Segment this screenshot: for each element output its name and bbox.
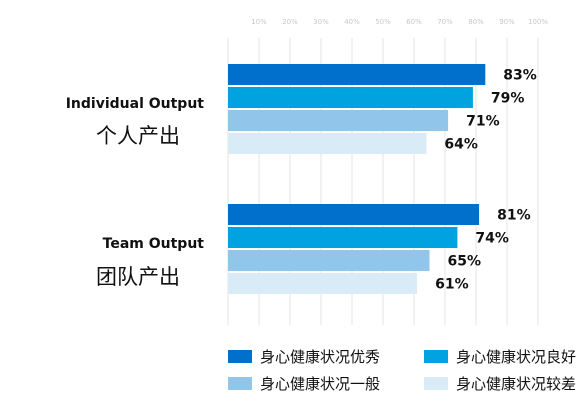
x-axis-ticks: 10% 20% 30% 40% 50% 60% 70% 80% 90% 100% — [251, 18, 548, 26]
bars — [228, 64, 486, 294]
category-label-en: Team Output — [103, 236, 205, 252]
bar — [228, 110, 449, 131]
x-tick-label: 60% — [406, 18, 422, 26]
legend-swatch — [228, 350, 252, 363]
data-label: 79% — [491, 91, 525, 107]
x-tick-label: 40% — [344, 18, 360, 26]
category-label-zh: 团队产出 — [96, 265, 180, 289]
category-label-en: Individual Output — [66, 96, 205, 112]
legend-label: 身心健康状况良好 — [456, 348, 576, 366]
data-label: 71% — [466, 114, 500, 130]
data-label: 64% — [444, 137, 478, 153]
data-label: 83% — [503, 68, 537, 84]
data-label: 81% — [497, 208, 531, 224]
legend-label: 身心健康状况优秀 — [260, 348, 380, 366]
data-label: 74% — [475, 231, 509, 247]
x-tick-label: 10% — [251, 18, 267, 26]
x-tick-label: 90% — [499, 18, 515, 26]
x-tick-label: 80% — [468, 18, 484, 26]
category-label-zh: 个人产出 — [96, 124, 180, 148]
data-label: 65% — [448, 254, 482, 270]
bar — [228, 273, 418, 294]
x-tick-label: 100% — [528, 18, 548, 26]
grid-lines — [227, 38, 539, 325]
legend-swatch — [424, 377, 448, 390]
x-tick-label: 50% — [375, 18, 391, 26]
legend-label: 身心健康状况较差 — [456, 375, 576, 393]
bar — [228, 133, 427, 154]
x-tick-label: 20% — [282, 18, 298, 26]
legend-swatch — [424, 350, 448, 363]
data-label: 61% — [435, 277, 469, 293]
legend-label: 身心健康状况一般 — [260, 375, 380, 393]
value-labels: 83% 79% 71% 64% 81% 74% 65% 61% — [435, 68, 537, 293]
x-tick-label: 30% — [313, 18, 329, 26]
legend-swatch — [228, 377, 252, 390]
category-labels: Individual Output 个人产出 Team Output 团队产出 — [66, 96, 205, 289]
x-tick-label: 70% — [437, 18, 453, 26]
bar — [228, 64, 486, 85]
bar — [228, 87, 473, 108]
bar — [228, 250, 430, 271]
bar — [228, 204, 480, 225]
bar — [228, 227, 458, 248]
